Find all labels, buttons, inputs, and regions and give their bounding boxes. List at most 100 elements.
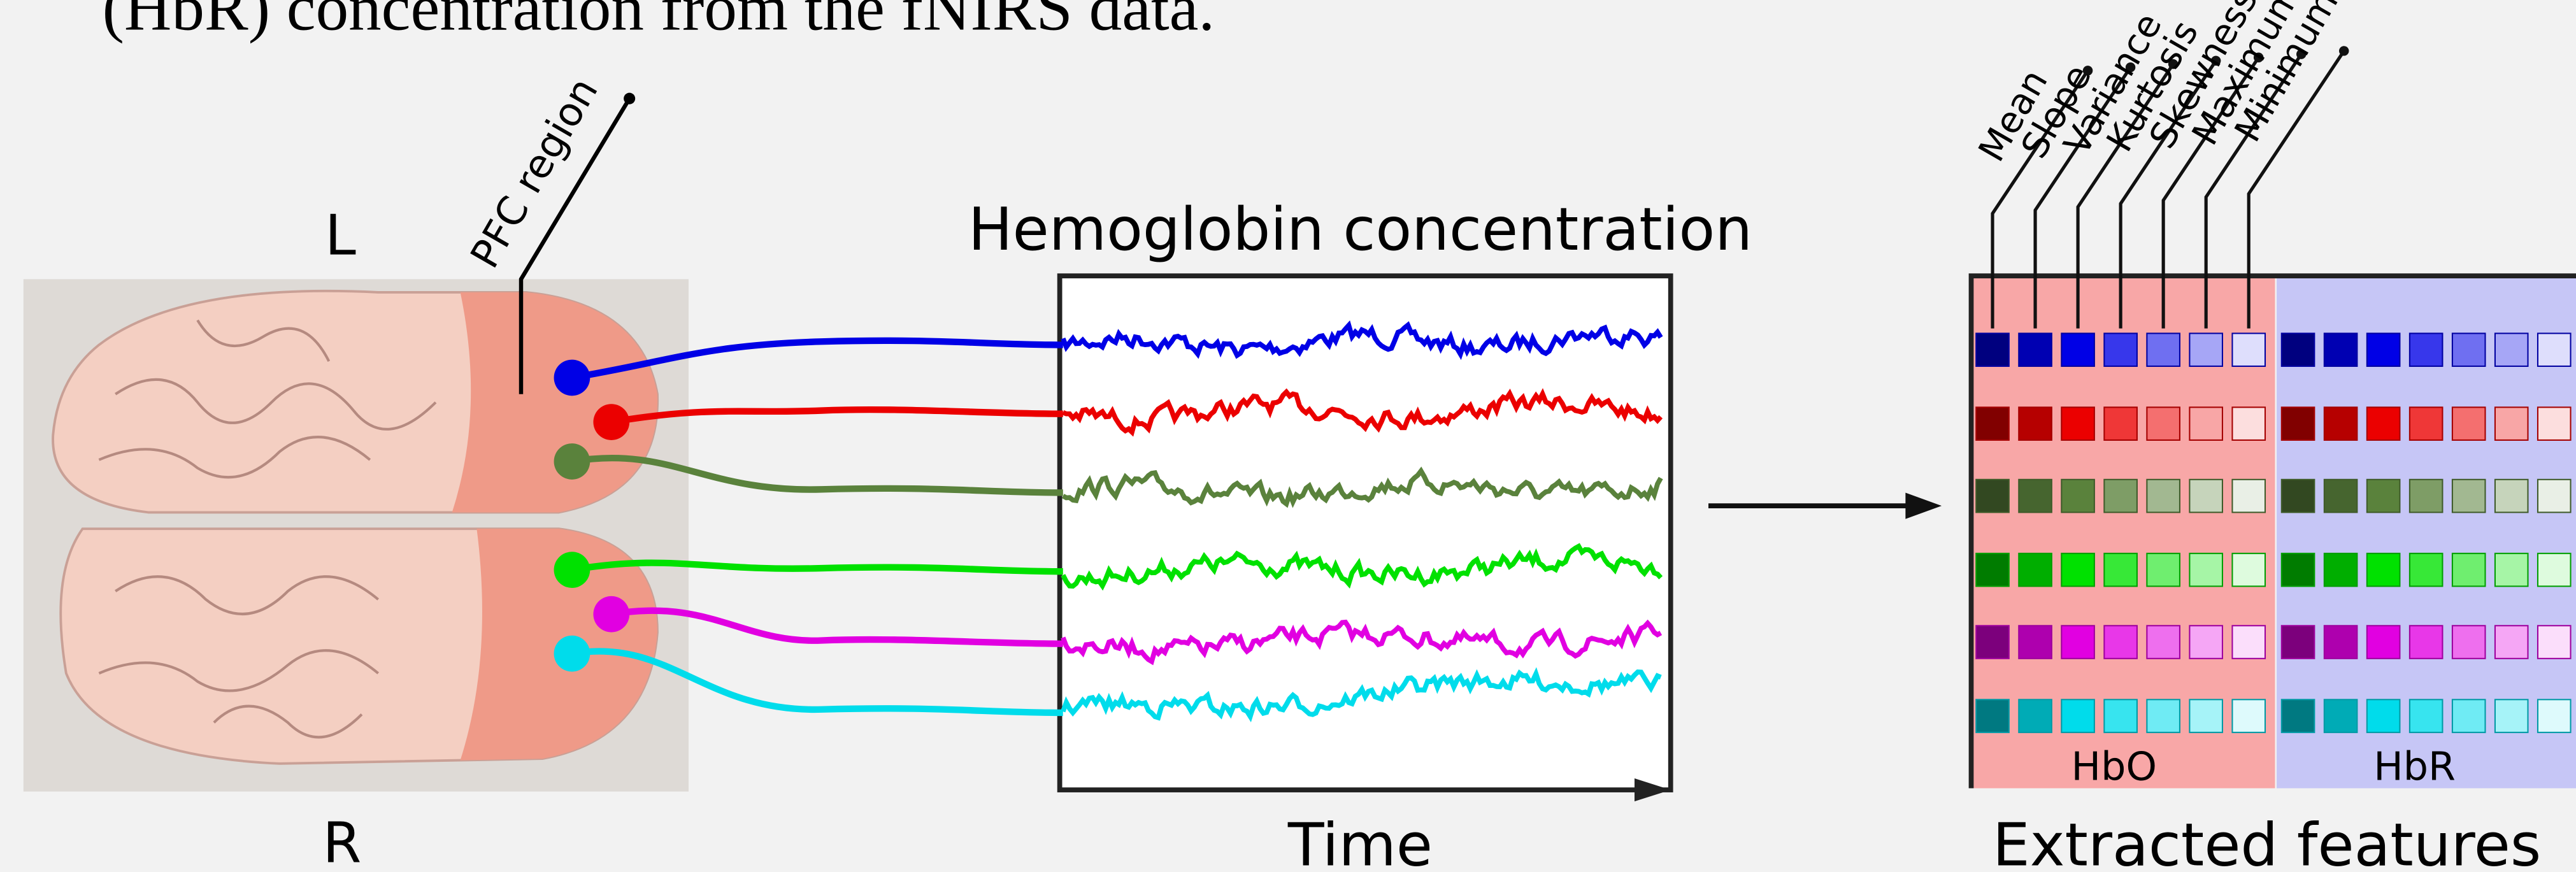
feature-cell <box>2189 332 2224 367</box>
feature-cell <box>2408 406 2444 441</box>
channel-dot <box>593 596 630 633</box>
feature-cell <box>2103 332 2138 367</box>
feature-cell <box>2494 478 2529 513</box>
feature-cell <box>2189 406 2224 441</box>
channel-dot <box>593 404 630 440</box>
feature-cell <box>2537 699 2572 733</box>
channel-wire <box>610 607 1063 647</box>
feature-cell <box>2408 332 2444 367</box>
feature-cell <box>2451 699 2486 733</box>
feature-cell <box>1975 552 2010 587</box>
feature-cell <box>2280 699 2315 733</box>
feature-cell <box>2408 478 2444 513</box>
feature-pointer <box>2033 66 2132 329</box>
feature-cell <box>2451 478 2486 513</box>
channel-wire <box>571 648 1063 717</box>
signal-trace <box>1061 619 1663 666</box>
feature-pointer <box>2247 50 2345 329</box>
channel-wire <box>610 406 1063 425</box>
signals-x-label: Time <box>1287 811 1433 872</box>
feature-cell <box>2537 406 2572 441</box>
signal-trace <box>1061 543 1663 591</box>
right-label: R <box>323 811 362 872</box>
feature-cell <box>1975 699 2010 733</box>
feature-cell <box>2494 699 2529 733</box>
feature-cell <box>2103 625 2138 659</box>
feature-cell <box>2408 699 2444 733</box>
features-frame <box>1968 273 2576 789</box>
feature-cell <box>2231 478 2266 513</box>
feature-cell <box>2494 625 2529 659</box>
feature-pointer-dot <box>2125 62 2136 73</box>
feature-cell <box>2103 552 2138 587</box>
feature-cell <box>1975 478 2010 513</box>
feature-cell <box>2280 478 2315 513</box>
feature-pointer-dot <box>2082 66 2093 76</box>
feature-cell <box>2189 478 2224 513</box>
feature-cell <box>2451 406 2486 441</box>
feature-pointer <box>2119 59 2217 329</box>
feature-cell <box>2103 478 2138 513</box>
feature-cell <box>2366 478 2401 513</box>
signal-trace <box>1062 388 1663 437</box>
arrowhead <box>1905 492 1942 519</box>
feature-cell <box>2408 625 2444 659</box>
feature-cell <box>2146 478 2180 513</box>
feature-cell <box>2280 552 2315 587</box>
brain-folds <box>98 319 437 739</box>
feature-cell <box>1975 332 2010 367</box>
feature-cell <box>2231 625 2266 659</box>
feature-cell <box>2061 478 2095 513</box>
feature-cell <box>2061 625 2095 659</box>
feature-cell <box>2061 699 2095 733</box>
feature-cell <box>2018 332 2052 367</box>
feature-cell <box>2146 406 2180 441</box>
feature-cell <box>2494 406 2529 441</box>
channel-wire <box>571 337 1063 382</box>
pfc-pointer-dot <box>624 92 636 104</box>
feature-pointer <box>2204 53 2303 329</box>
feature-cell <box>2231 552 2266 587</box>
feature-cell <box>2323 552 2358 587</box>
pfc-pointer <box>519 97 631 394</box>
feature-cell <box>2103 699 2138 733</box>
feature-cell <box>1975 625 2010 659</box>
signal-trace <box>1061 320 1663 361</box>
feature-cell <box>2323 625 2358 659</box>
brain-image <box>23 279 689 792</box>
feature-cell <box>2366 699 2401 733</box>
feature-cell <box>2103 406 2138 441</box>
left-label: L <box>325 203 356 268</box>
features-title: Extracted features <box>1993 811 2541 872</box>
feature-cell <box>2018 699 2052 733</box>
feature-cell <box>2146 699 2180 733</box>
feature-pointer <box>2161 56 2260 329</box>
feature-cell <box>2366 625 2401 659</box>
feature-pointer <box>1991 69 2089 329</box>
feature-pointer-dot <box>2339 46 2349 56</box>
feature-cell <box>1975 406 2010 441</box>
feature-cell <box>2018 552 2052 587</box>
signals-title: Hemoglobin concentration <box>968 195 1752 264</box>
feature-cell <box>2189 699 2224 733</box>
feature-cell <box>2231 332 2266 367</box>
feature-pointer-dot <box>2296 49 2307 59</box>
channel-dot <box>554 552 590 588</box>
group-label: HbO <box>2072 744 2157 790</box>
feature-cell <box>2366 332 2401 367</box>
signal-trace <box>1061 667 1662 723</box>
feature-cell <box>2061 406 2095 441</box>
feature-cell <box>2231 699 2266 733</box>
feature-cell <box>2061 332 2095 367</box>
feature-cell <box>2451 552 2486 587</box>
feature-pointer <box>2076 63 2175 329</box>
channel-wire <box>571 559 1063 575</box>
channel-dot <box>554 635 590 672</box>
feature-cell <box>2280 332 2315 367</box>
feature-cell <box>2537 625 2572 659</box>
feature-cell <box>2061 552 2095 587</box>
feature-cell <box>2366 552 2401 587</box>
feature-cell <box>2018 406 2052 441</box>
